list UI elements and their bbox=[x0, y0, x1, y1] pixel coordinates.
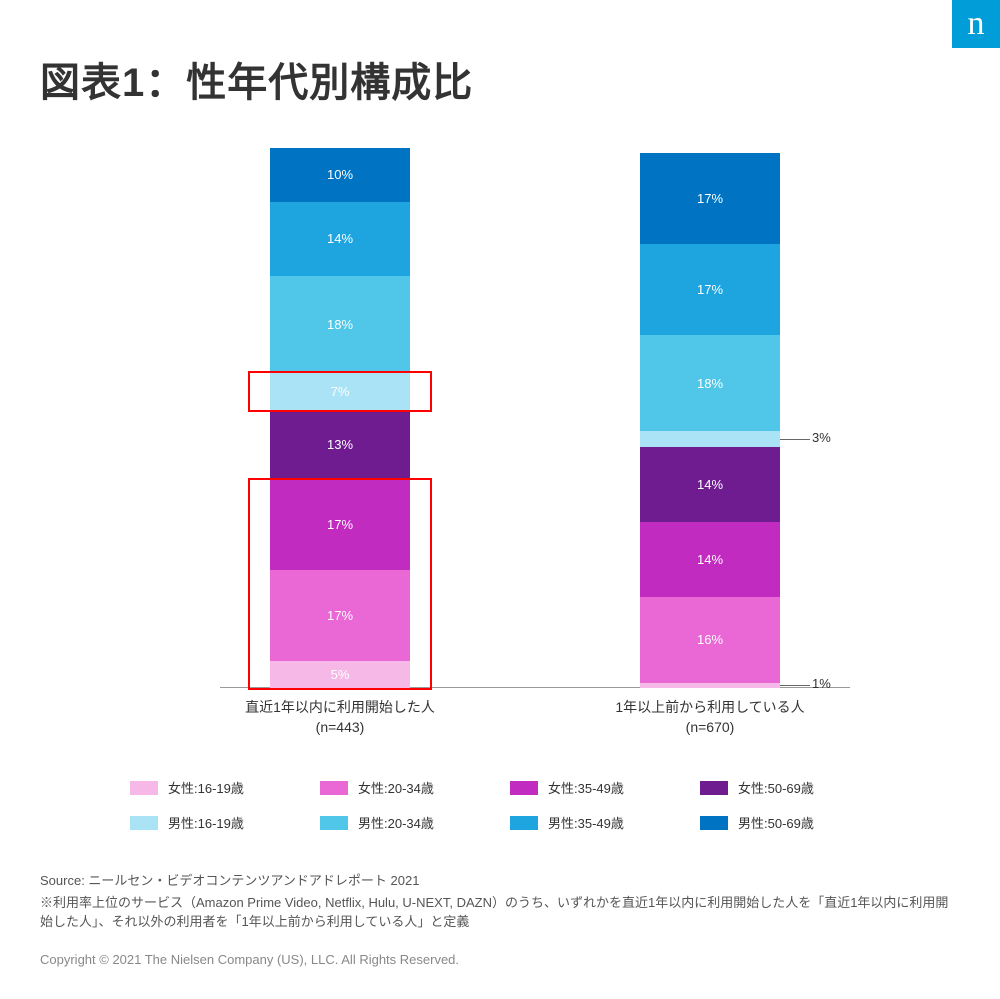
x-axis-label-line2: (n=670) bbox=[580, 718, 840, 738]
segment-value-label: 18% bbox=[327, 317, 353, 332]
segment-value-label: 17% bbox=[697, 282, 723, 297]
bar-segment: 18% bbox=[640, 335, 780, 431]
segment-value-label: 18% bbox=[697, 376, 723, 391]
legend-item: 女性:35-49歳 bbox=[510, 778, 650, 797]
bar-segment bbox=[640, 683, 780, 688]
bar-segment: 7% bbox=[270, 373, 410, 410]
x-axis-label-line1: 直近1年以内に利用開始した人 bbox=[210, 698, 470, 718]
legend-row: 女性:16-19歳 女性:20-34歳 女性:35-49歳 女性:50-69歳 bbox=[130, 778, 870, 797]
bar-segment: 5% bbox=[270, 661, 410, 688]
stacked-bar-chart: 5% 17% 17% 13% 7% 18% 14% 10% 1% 3% 16% 14% 14% 18% 17… bbox=[80, 148, 920, 688]
x-axis-label-line1: 1年以上前から利用している人 bbox=[580, 698, 840, 718]
x-axis-label: 直近1年以内に利用開始した人(n=443) bbox=[210, 698, 470, 737]
legend-label: 男性:35-49歳 bbox=[548, 813, 624, 832]
legend-item: 男性:35-49歳 bbox=[510, 813, 650, 832]
legend-item: 男性:16-19歳 bbox=[130, 813, 270, 832]
brand-logo: n bbox=[952, 0, 1000, 48]
bar-segment: 14% bbox=[640, 447, 780, 522]
stacked-bar: 5% 17% 17% 13% 7% 18% 14% 10% bbox=[270, 148, 410, 688]
bar-segment: 17% bbox=[640, 153, 780, 244]
legend-swatch bbox=[510, 781, 538, 795]
bar-segment bbox=[640, 431, 780, 447]
legend-label: 女性:35-49歳 bbox=[548, 778, 624, 797]
legend-swatch bbox=[700, 816, 728, 830]
segment-value-label: 14% bbox=[327, 231, 353, 246]
bar-segment: 18% bbox=[270, 276, 410, 372]
stacked-bar: 16% 14% 14% 18% 17% 17% bbox=[640, 153, 780, 688]
legend-label: 男性:20-34歳 bbox=[358, 813, 434, 832]
legend-label: 男性:50-69歳 bbox=[738, 813, 814, 832]
legend-swatch bbox=[320, 816, 348, 830]
bar-segment: 16% bbox=[640, 597, 780, 683]
legend-row: 男性:16-19歳 男性:20-34歳 男性:35-49歳 男性:50-69歳 bbox=[130, 813, 870, 832]
legend-swatch bbox=[130, 816, 158, 830]
callout-label: 1% bbox=[812, 676, 831, 691]
legend-swatch bbox=[130, 781, 158, 795]
segment-value-label: 16% bbox=[697, 632, 723, 647]
legend-label: 女性:20-34歳 bbox=[358, 778, 434, 797]
page-title: 図表1：性年代別構成比 bbox=[40, 50, 960, 108]
legend-label: 女性:50-69歳 bbox=[738, 778, 814, 797]
x-axis-label: 1年以上前から利用している人(n=670) bbox=[580, 698, 840, 737]
segment-value-label: 14% bbox=[697, 477, 723, 492]
legend-swatch bbox=[510, 816, 538, 830]
bar-segment: 10% bbox=[270, 148, 410, 201]
legend-item: 男性:20-34歳 bbox=[320, 813, 460, 832]
x-axis-labels: 直近1年以内に利用開始した人(n=443) 1年以上前から利用している人(n=67… bbox=[80, 698, 920, 748]
segment-value-label: 5% bbox=[331, 667, 350, 682]
page-footer: Source: ニールセン・ビデオコンテンツアンドアドレポート 2021 ※利用… bbox=[40, 871, 960, 969]
bar-segment: 14% bbox=[270, 202, 410, 277]
segment-value-label: 13% bbox=[327, 437, 353, 452]
legend-swatch bbox=[700, 781, 728, 795]
bar-segment: 17% bbox=[270, 480, 410, 571]
legend-swatch bbox=[320, 781, 348, 795]
segment-value-label: 17% bbox=[327, 608, 353, 623]
bar-segment: 13% bbox=[270, 410, 410, 480]
x-axis-label-line2: (n=443) bbox=[210, 718, 470, 738]
legend-item: 女性:16-19歳 bbox=[130, 778, 270, 797]
legend-item: 女性:20-34歳 bbox=[320, 778, 460, 797]
source-text: Source: ニールセン・ビデオコンテンツアンドアドレポート 2021 bbox=[40, 871, 960, 891]
chart-legend: 女性:16-19歳 女性:20-34歳 女性:35-49歳 女性:50-69歳男性:1… bbox=[130, 778, 870, 832]
callout-line bbox=[780, 685, 810, 686]
segment-value-label: 17% bbox=[327, 517, 353, 532]
callout-line bbox=[780, 439, 810, 440]
bar-segment: 17% bbox=[270, 570, 410, 661]
bar-segment: 17% bbox=[640, 244, 780, 335]
segment-value-label: 7% bbox=[331, 384, 350, 399]
footnote-text: ※利用率上位のサービス（Amazon Prime Video, Netflix,… bbox=[40, 893, 960, 932]
legend-label: 男性:16-19歳 bbox=[168, 813, 244, 832]
segment-value-label: 10% bbox=[327, 167, 353, 182]
legend-item: 女性:50-69歳 bbox=[700, 778, 840, 797]
legend-label: 女性:16-19歳 bbox=[168, 778, 244, 797]
legend-item: 男性:50-69歳 bbox=[700, 813, 840, 832]
segment-value-label: 17% bbox=[697, 191, 723, 206]
segment-value-label: 14% bbox=[697, 552, 723, 567]
callout-label: 3% bbox=[812, 430, 831, 445]
copyright-text: Copyright © 2021 The Nielsen Company (US… bbox=[40, 950, 960, 970]
bar-segment: 14% bbox=[640, 522, 780, 597]
